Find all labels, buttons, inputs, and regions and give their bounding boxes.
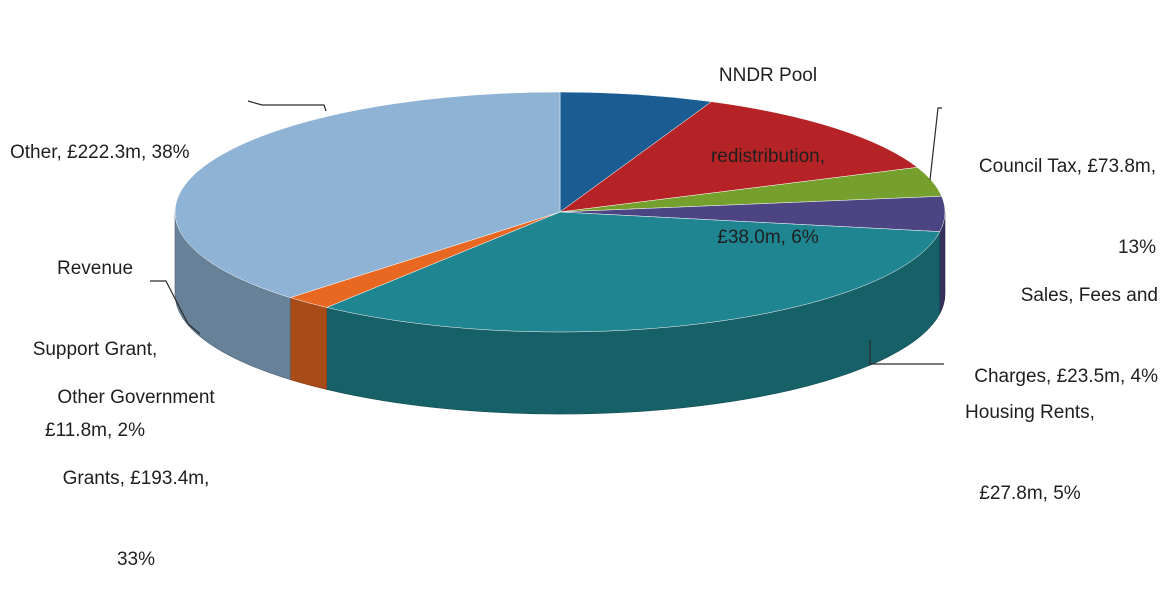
- pie-slice-other-government-grants: [325, 211, 941, 333]
- pie-slice-council-tax: [559, 101, 918, 213]
- leader-line-revenue-support-grant: [150, 280, 201, 335]
- leader-line-council-tax: [929, 107, 942, 181]
- leader-lines: [150, 100, 944, 365]
- data-label-nndr-pool: NNDR Pool redistribution, £38.0m, 6%: [710, 65, 826, 248]
- leader-line-other: [247, 100, 327, 112]
- data-label-housing-rents: Housing Rents, £27.8m, 5%: [965, 402, 1095, 504]
- data-label-other: Other, £222.3m, 38%: [10, 142, 190, 163]
- pie-top-faces: [174, 91, 946, 333]
- pie-slice-other: [174, 91, 561, 298]
- data-label-sales-fees-charges: Sales, Fees and Charges, £23.5m, 4%: [974, 285, 1158, 387]
- pie-slice-nndr-pool-redistribution: [559, 91, 713, 213]
- pie-side-revenue-support-grant: [289, 297, 327, 390]
- leader-line-housing-rents: [869, 340, 944, 365]
- data-label-council-tax: Council Tax, £73.8m, 13%: [978, 156, 1156, 258]
- pie-chart: [150, 91, 946, 415]
- data-label-revenue-support-grant: Revenue Support Grant, £11.8m, 2%: [32, 258, 158, 441]
